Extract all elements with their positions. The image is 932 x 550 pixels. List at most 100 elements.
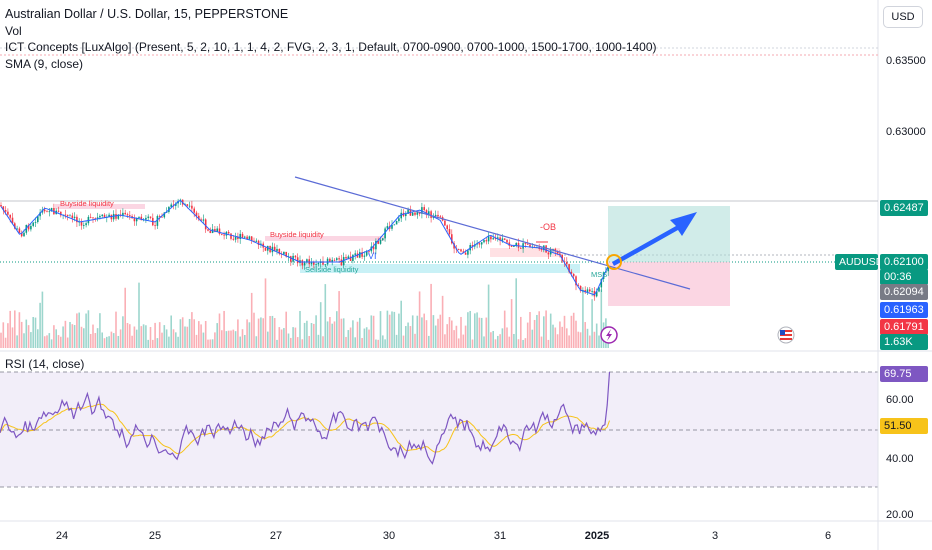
candle-body: [395, 221, 398, 225]
volume-bar: [25, 319, 28, 348]
volume-bar: [462, 334, 465, 348]
volume-bar: [455, 325, 458, 348]
volume-bar: [140, 326, 143, 348]
stop-zone[interactable]: [608, 262, 730, 306]
volume-bar: [110, 331, 113, 348]
candle-body: [99, 215, 101, 218]
volume-bar: [531, 329, 534, 348]
volume-bar: [218, 313, 221, 348]
candle-body: [108, 214, 110, 217]
projection-arrow[interactable]: [612, 212, 697, 266]
entry-marker-icon[interactable]: [606, 254, 622, 270]
volume-bar: [379, 311, 382, 348]
candle-body: [386, 226, 389, 229]
volume-bar: [248, 322, 251, 348]
candle-body: [400, 212, 402, 219]
volume-bar: [234, 331, 237, 348]
candle-body: [46, 211, 48, 213]
candle-body: [124, 212, 126, 215]
candle-body: [336, 258, 338, 260]
candle-body: [501, 238, 504, 241]
volume-bar: [425, 320, 428, 348]
candle-body: [198, 215, 200, 220]
volume-bar: [356, 321, 359, 348]
buyside-liquidity-label: Buyside liquidity: [60, 199, 114, 208]
volume-bar: [398, 313, 400, 348]
candle-body: [593, 290, 596, 297]
volume-bar: [375, 339, 377, 348]
volume-bar: [11, 327, 14, 348]
volume-bar: [506, 327, 508, 348]
candle-body: [202, 219, 205, 221]
current-price-tag: 0.62100: [880, 254, 928, 270]
volume-bar: [60, 336, 62, 348]
volume-bar: [501, 328, 504, 348]
volume-bar: [207, 339, 209, 348]
rsi-legend[interactable]: RSI (14, close): [5, 357, 85, 371]
volume-bar: [513, 333, 515, 348]
candle-body: [94, 218, 97, 220]
volume-bar: [133, 326, 136, 348]
volume-bar: [476, 312, 478, 348]
volume-bar: [336, 311, 338, 348]
candle-body: [122, 212, 124, 216]
candle-body: [572, 273, 575, 277]
volume-bar: [434, 325, 437, 348]
indicator-sma[interactable]: SMA (9, close): [5, 56, 84, 71]
volume-bar: [221, 330, 223, 348]
candle-body: [499, 237, 501, 241]
volume-bar: [503, 310, 506, 348]
volume-bar: [416, 315, 419, 348]
volume-bar: [115, 311, 117, 348]
volume-bar: [464, 325, 467, 348]
trendline[interactable]: [294, 176, 691, 290]
candle-body: [60, 211, 62, 216]
volume-bar: [14, 310, 16, 348]
volume-bar: [411, 315, 414, 348]
candle-body: [170, 204, 172, 207]
volume-bar: [294, 327, 297, 348]
candle-body: [43, 209, 46, 212]
candle-body: [607, 267, 609, 272]
candle-body: [186, 204, 189, 206]
indicator-vol[interactable]: Vol: [5, 23, 22, 38]
candle-body: [545, 245, 547, 253]
target-price-tag: 0.62487: [880, 200, 928, 216]
candle-body: [301, 260, 304, 266]
chart-legend: Australian Dollar / U.S. Dollar, 15, PEP…: [5, 6, 657, 72]
candle-body: [589, 289, 591, 292]
indicator-ict-concepts[interactable]: ICT Concepts [LuxAlgo] (Present, 5, 2, 1…: [5, 40, 657, 54]
volume-bar: [163, 325, 166, 348]
volume-bar: [361, 337, 363, 348]
volume-bar: [494, 339, 497, 348]
candle-body: [163, 212, 166, 218]
volume-bar: [324, 284, 327, 348]
volume-bar: [94, 333, 97, 348]
candle-body: [14, 223, 16, 229]
volume-bar: [478, 317, 481, 348]
candle-body: [89, 216, 92, 218]
candle-body: [492, 238, 494, 240]
candle-body: [414, 212, 416, 215]
volume-bar: [480, 317, 483, 348]
volume-bar: [179, 319, 182, 348]
volume-bar: [522, 339, 524, 348]
volume-bar: [145, 325, 147, 348]
candle-body: [384, 228, 386, 239]
symbol-title[interactable]: Australian Dollar / U.S. Dollar, 15, PEP…: [5, 7, 289, 21]
volume-bar: [333, 321, 336, 348]
candle-body: [506, 239, 508, 243]
volume-bar: [400, 300, 402, 348]
volume-bar: [0, 332, 2, 348]
volume-bar: [414, 333, 416, 348]
volume-bar: [161, 332, 163, 348]
candle-body: [135, 217, 138, 222]
candle-body: [92, 217, 94, 219]
currency-button[interactable]: USD: [883, 6, 923, 28]
buyside-liquidity-zone-1: [55, 204, 145, 209]
candle-body: [377, 240, 379, 244]
sma-line: [0, 199, 609, 296]
candle-body: [375, 240, 377, 250]
volume-bar: [225, 331, 228, 348]
